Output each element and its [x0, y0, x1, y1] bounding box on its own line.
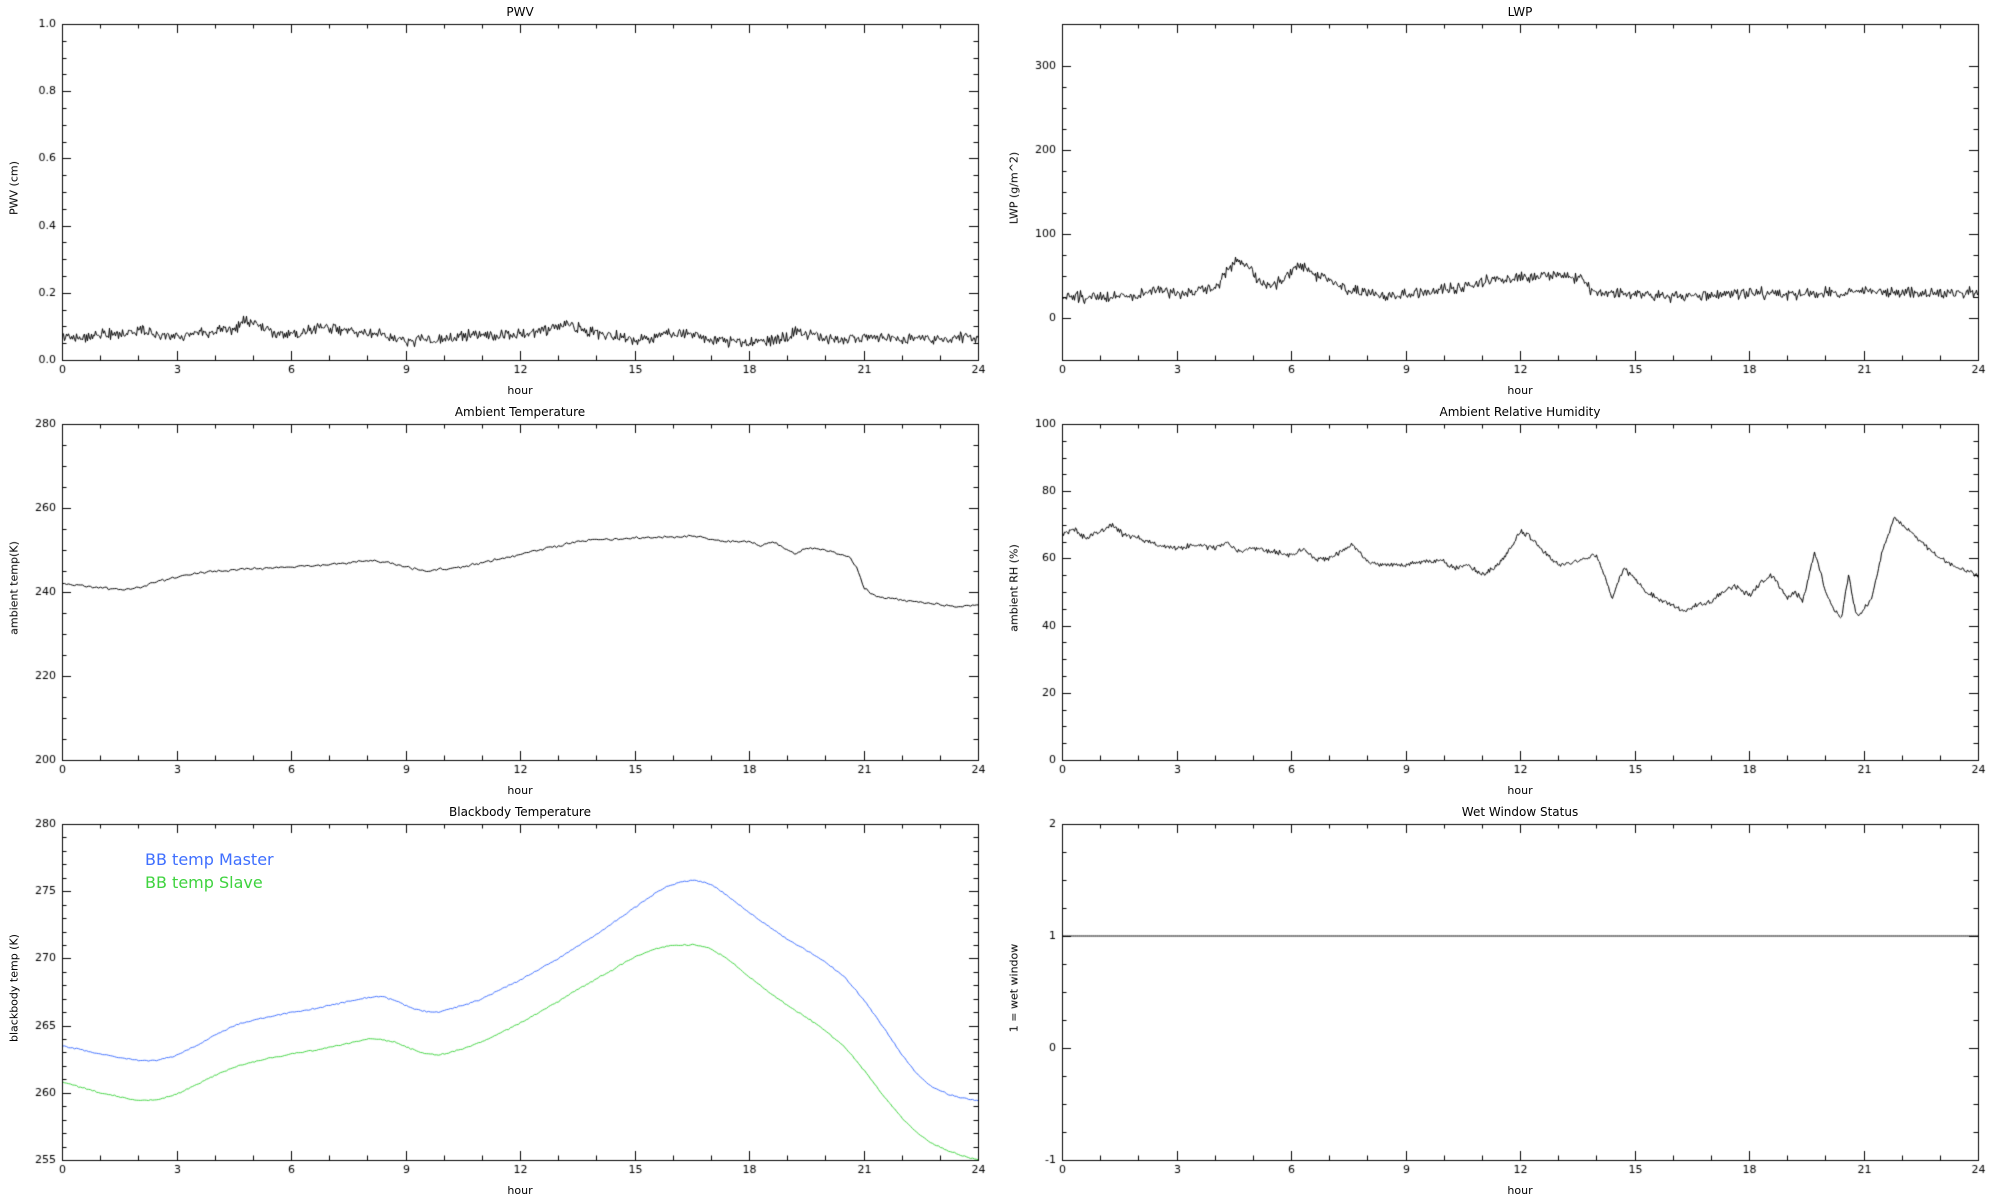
ambient-relative-humidity-plot-canvas [1000, 400, 2000, 800]
lwp-plot-canvas [1000, 0, 2000, 400]
legend-item-slave: BB temp Slave [145, 873, 263, 893]
y-axis-label: ambient temp(K) [7, 541, 21, 635]
pwv-chart: PWV hour PWV (cm) [0, 0, 1000, 400]
ambient-temperature-chart: Ambient Temperature hour ambient temp(K) [0, 400, 1000, 800]
y-axis-label: LWP (g/m^2) [1007, 151, 1021, 225]
ambient-temperature-plot-canvas [0, 400, 1000, 800]
x-axis-label: hour [507, 784, 533, 797]
chart-title: Ambient Temperature [454, 405, 586, 419]
y-axis-label: 1 = wet window [1007, 943, 1021, 1033]
x-axis-label: hour [1507, 784, 1533, 797]
x-axis-label: hour [1507, 384, 1533, 397]
x-axis-label: hour [507, 384, 533, 397]
y-axis-label: blackbody temp (K) [7, 934, 21, 1042]
y-axis-label: PWV (cm) [7, 161, 21, 215]
x-axis-label: hour [1507, 1184, 1533, 1197]
chart-title: Wet Window Status [1461, 805, 1579, 819]
x-axis-label: hour [507, 1184, 533, 1197]
chart-title: Blackbody Temperature [449, 805, 591, 819]
wet-window-status-plot-canvas [1000, 800, 2000, 1200]
lwp-chart: LWP hour LWP (g/m^2) [1000, 0, 2000, 400]
ambient-relative-humidity-chart: Ambient Relative Humidity hour ambient R… [1000, 400, 2000, 800]
y-axis-label: ambient RH (%) [1007, 544, 1021, 632]
legend: BB temp Master BB temp Slave [145, 848, 274, 894]
wet-window-status-chart: Wet Window Status hour 1 = wet window [1000, 800, 2000, 1200]
blackbody-temperature-chart: Blackbody Temperature hour blackbody tem… [0, 800, 1000, 1200]
blackbody-temperature-plot-canvas [0, 800, 1000, 1200]
chart-title: Ambient Relative Humidity [1439, 405, 1601, 419]
chart-title: PWV [506, 5, 534, 19]
chart-title: LWP [1507, 5, 1533, 19]
legend-item-master: BB temp Master [145, 850, 274, 869]
pwv-plot-canvas [0, 0, 1000, 400]
